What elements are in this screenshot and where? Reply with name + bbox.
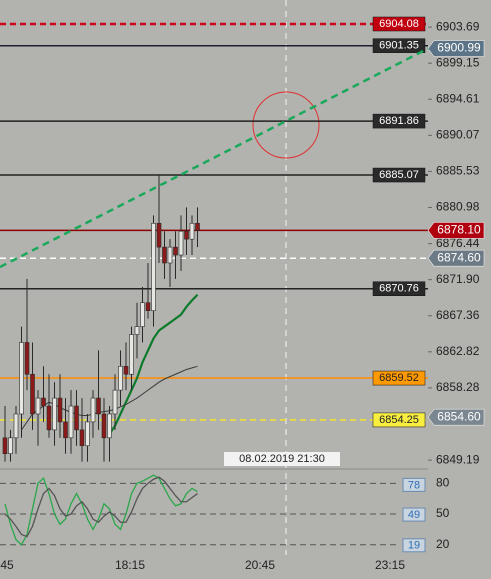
moving-average (108, 294, 199, 435)
level-tag-label: 6870.76 (379, 283, 419, 295)
level-tag-label: 6885.07 (379, 169, 419, 181)
candle-body (134, 326, 140, 335)
candle-body (41, 397, 46, 407)
date-label-box (224, 452, 340, 466)
candle-body (129, 334, 134, 375)
x-tick-label: 45 (0, 558, 14, 572)
y-tick-label: 6903.69 (436, 19, 480, 33)
level-marker-label: 19 (408, 540, 420, 552)
oscillator-line (4, 476, 198, 538)
level-tag (372, 113, 426, 129)
date-label: 08.02.2019 21:30 (239, 453, 325, 465)
candle-body (46, 405, 52, 431)
y-tick-label: 6858.28 (436, 380, 480, 394)
price-tag-label: 6900.99 (437, 41, 481, 55)
level-marker (402, 538, 426, 553)
level-marker-label: 78 (408, 479, 420, 491)
price-tag-label: 6878.10 (437, 223, 481, 237)
candle-body (90, 397, 96, 423)
candle-body (8, 437, 13, 454)
x-tick-label: 18:15 (115, 558, 145, 572)
candle-body (19, 342, 24, 415)
level-tag-label: 6854.25 (379, 414, 419, 426)
level-tag (372, 38, 426, 53)
y-tick-label: 6862.82 (436, 344, 480, 358)
y-tick-label: 20 (436, 537, 450, 551)
candle-body (85, 421, 90, 447)
trendline (0, 47, 429, 269)
candle-body (2, 437, 8, 454)
price-tag-label: 6854.60 (437, 409, 481, 423)
candle-body (195, 222, 200, 231)
level-tag (372, 167, 426, 183)
candle-body (178, 230, 184, 256)
y-tick-label: 6867.36 (436, 308, 480, 322)
annotation-circle (252, 91, 320, 159)
y-tick-label: 6894.61 (436, 91, 480, 105)
price-tag (427, 408, 485, 426)
candle-body (140, 302, 145, 327)
level-tag (372, 16, 426, 32)
candle-body (57, 397, 63, 423)
candle-body (24, 342, 30, 375)
level-tag (372, 281, 426, 296)
candle-body (162, 246, 167, 264)
y-tick-label: 6880.98 (436, 200, 480, 214)
candle-body (112, 389, 118, 415)
y-tick-label: 6849.19 (436, 452, 480, 466)
candle-body (35, 397, 41, 415)
candle-body (52, 397, 57, 431)
level-tag-label: 6904.08 (379, 18, 419, 30)
candle-body (79, 429, 85, 447)
candle-body (74, 405, 79, 431)
x-tick-label: 23:15 (375, 558, 405, 572)
level-tag (372, 412, 426, 428)
candle-body (184, 230, 189, 240)
y-tick-label: 6876.44 (436, 236, 480, 250)
candle-body (68, 405, 74, 439)
candle-body (63, 421, 68, 439)
candle-body (118, 365, 123, 391)
y-tick-label: 6885.53 (436, 164, 480, 178)
level-tag-label: 6901.35 (379, 40, 419, 52)
candle-body (156, 222, 162, 248)
y-tick-label: 6890.07 (436, 127, 480, 141)
candle-body (151, 222, 156, 311)
level-marker (402, 477, 426, 492)
level-tag-label: 6859.52 (379, 372, 419, 384)
x-tick-label: 20:45 (245, 558, 275, 572)
candle-body (167, 246, 173, 264)
price-tag (427, 249, 485, 267)
price-tag (427, 222, 485, 239)
candle-body (107, 413, 112, 439)
candle-body (189, 222, 195, 240)
level-tag (372, 370, 426, 386)
y-tick-label: 6899.15 (436, 55, 480, 69)
y-tick-label: 50 (436, 506, 450, 520)
candle-body (123, 365, 129, 375)
candle-body (145, 302, 151, 311)
candle-body (30, 373, 35, 415)
candle-body (13, 413, 19, 439)
level-marker (402, 507, 426, 522)
level-marker-label: 49 (408, 509, 420, 521)
candle-body (101, 413, 107, 439)
price-tag-label: 6874.60 (437, 250, 481, 264)
candle-body (96, 397, 101, 415)
candle-body (173, 246, 178, 256)
y-tick-label: 6871.90 (436, 272, 480, 286)
price-tag (427, 40, 485, 57)
y-tick-label: 80 (436, 475, 450, 489)
level-tag-label: 6891.86 (379, 115, 419, 127)
oscillator-line (4, 474, 198, 546)
